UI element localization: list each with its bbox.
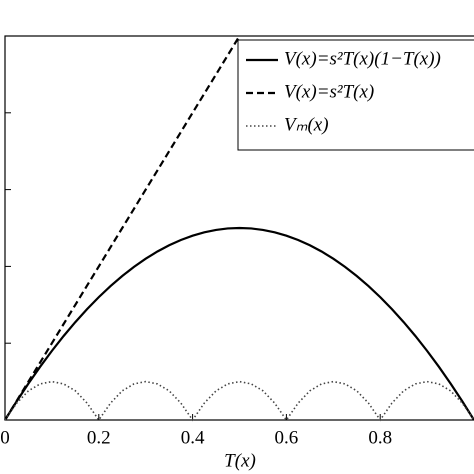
legend-label: Vₘ(x) xyxy=(284,114,329,135)
legend-label: V(x)=s²T(x) xyxy=(284,81,374,102)
series-line xyxy=(4,226,474,421)
x-tick-label: 0 xyxy=(0,427,10,448)
series-line xyxy=(4,35,241,421)
series-line xyxy=(4,380,474,422)
x-tick-label: 0.4 xyxy=(181,427,205,448)
x-tick-label: 0.2 xyxy=(87,427,111,448)
x-axis-label: T(x) xyxy=(224,450,256,471)
plot-frame xyxy=(4,35,474,421)
x-tick-label: 0.6 xyxy=(275,427,299,448)
x-tick-label: 0.8 xyxy=(368,427,392,448)
legend-label: V(x)=s²T(x)(1−T(x)) xyxy=(284,48,441,69)
legend-box xyxy=(237,39,474,151)
